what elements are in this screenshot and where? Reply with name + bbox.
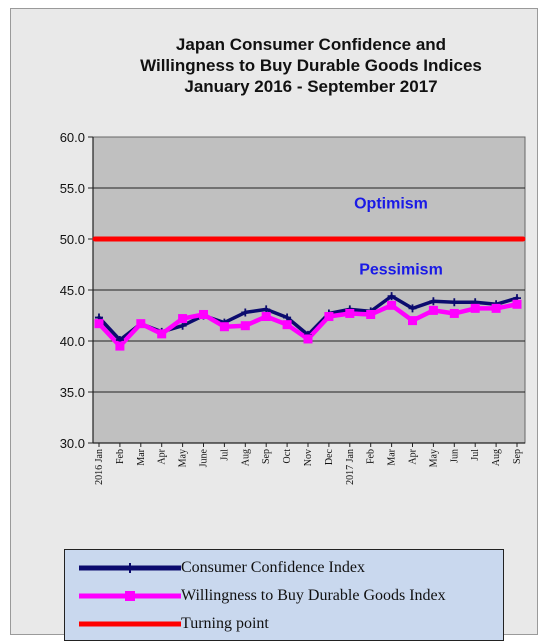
y-tick-label: 40.0 — [60, 334, 85, 349]
marker-durable-goods — [240, 321, 250, 331]
x-tick-label: Mar — [387, 448, 398, 465]
legend-swatch-durable-goods — [79, 591, 181, 601]
legend-label-turning-point: Turning point — [181, 615, 269, 632]
x-tick-label: 2017 Jan — [345, 449, 356, 485]
marker-durable-goods — [428, 305, 438, 315]
y-tick-label: 30.0 — [60, 436, 85, 451]
legend-item-turning-point: Turning point — [65, 612, 503, 636]
x-tick-label: Oct — [282, 449, 293, 464]
x-tick-label: Aug — [240, 449, 251, 466]
legend-label-durable-goods: Willingness to Buy Durable Goods Index — [181, 587, 446, 604]
legend: Consumer Confidence Index Willingness to… — [64, 549, 504, 641]
marker-durable-goods — [366, 309, 376, 319]
chart-title-line-2: Willingness to Buy Durable Goods Indices — [140, 56, 482, 75]
marker-durable-goods — [387, 300, 397, 310]
annotation-pessimism: Pessimism — [359, 262, 443, 279]
marker-durable-goods — [512, 299, 522, 309]
marker-consumer-confidence — [241, 308, 250, 317]
x-tick-label: Sep — [261, 449, 272, 464]
y-tick-label: 35.0 — [60, 385, 85, 400]
x-tick-label: 2016 Jan — [94, 449, 105, 485]
marker-durable-goods — [408, 316, 417, 326]
y-tick-label: 55.0 — [60, 181, 85, 196]
x-tick-label: Aug — [491, 449, 502, 466]
marker-durable-goods — [449, 308, 459, 318]
x-tick-label: Apr — [157, 448, 168, 464]
marker-durable-goods — [345, 308, 355, 318]
marker-consumer-confidence — [387, 292, 396, 301]
legend-swatch-turning-point — [79, 621, 181, 627]
chart-title-line-1: Japan Consumer Confidence and — [176, 35, 446, 54]
marker-consumer-confidence — [429, 297, 438, 306]
legend-swatch-consumer-confidence — [79, 563, 181, 573]
x-tick-label: Jul — [470, 449, 481, 461]
x-tick-label: Mar — [136, 448, 147, 465]
marker-durable-goods — [470, 303, 480, 313]
x-tick-label: Dec — [324, 448, 335, 465]
marker-durable-goods — [115, 341, 125, 351]
x-tick-label: Feb — [366, 449, 377, 464]
marker-consumer-confidence — [408, 304, 417, 313]
x-tick-label: June — [199, 448, 210, 467]
marker-durable-goods — [199, 309, 208, 319]
x-tick-label: Nov — [303, 449, 314, 466]
marker-durable-goods — [94, 319, 104, 329]
x-tick-label: Feb — [115, 449, 126, 464]
chart-title-line-3: January 2016 - September 2017 — [184, 77, 437, 96]
y-tick-label: 50.0 — [60, 232, 85, 247]
x-tick-label: May — [428, 449, 439, 467]
legend-item-durable-goods: Willingness to Buy Durable Goods Index — [65, 584, 503, 608]
x-tick-label: Jul — [219, 449, 230, 461]
y-tick-label: 45.0 — [60, 283, 85, 298]
legend-item-consumer-confidence: Consumer Confidence Index — [65, 556, 503, 580]
marker-durable-goods — [219, 322, 229, 332]
marker-durable-goods — [136, 319, 146, 329]
marker-durable-goods — [303, 334, 313, 344]
marker-durable-goods — [324, 312, 334, 322]
chart-canvas: Japan Consumer Confidence and Willingness… — [60, 35, 526, 485]
marker-durable-goods — [261, 312, 271, 322]
marker-durable-goods — [491, 303, 501, 313]
x-tick-label: Jun — [449, 449, 460, 463]
x-tick-label: Sep — [512, 449, 523, 464]
x-tick-label: May — [178, 449, 189, 467]
marker-durable-goods — [178, 314, 188, 324]
x-tick-label: Apr — [408, 448, 419, 464]
marker-durable-goods — [157, 329, 167, 339]
marker-consumer-confidence — [450, 298, 459, 307]
annotation-optimism: Optimism — [354, 195, 428, 212]
chart-frame: Japan Consumer Confidence and Willingness… — [10, 8, 538, 641]
marker-durable-goods — [282, 320, 292, 330]
y-tick-label: 60.0 — [60, 130, 85, 145]
legend-label-consumer-confidence: Consumer Confidence Index — [181, 559, 365, 576]
